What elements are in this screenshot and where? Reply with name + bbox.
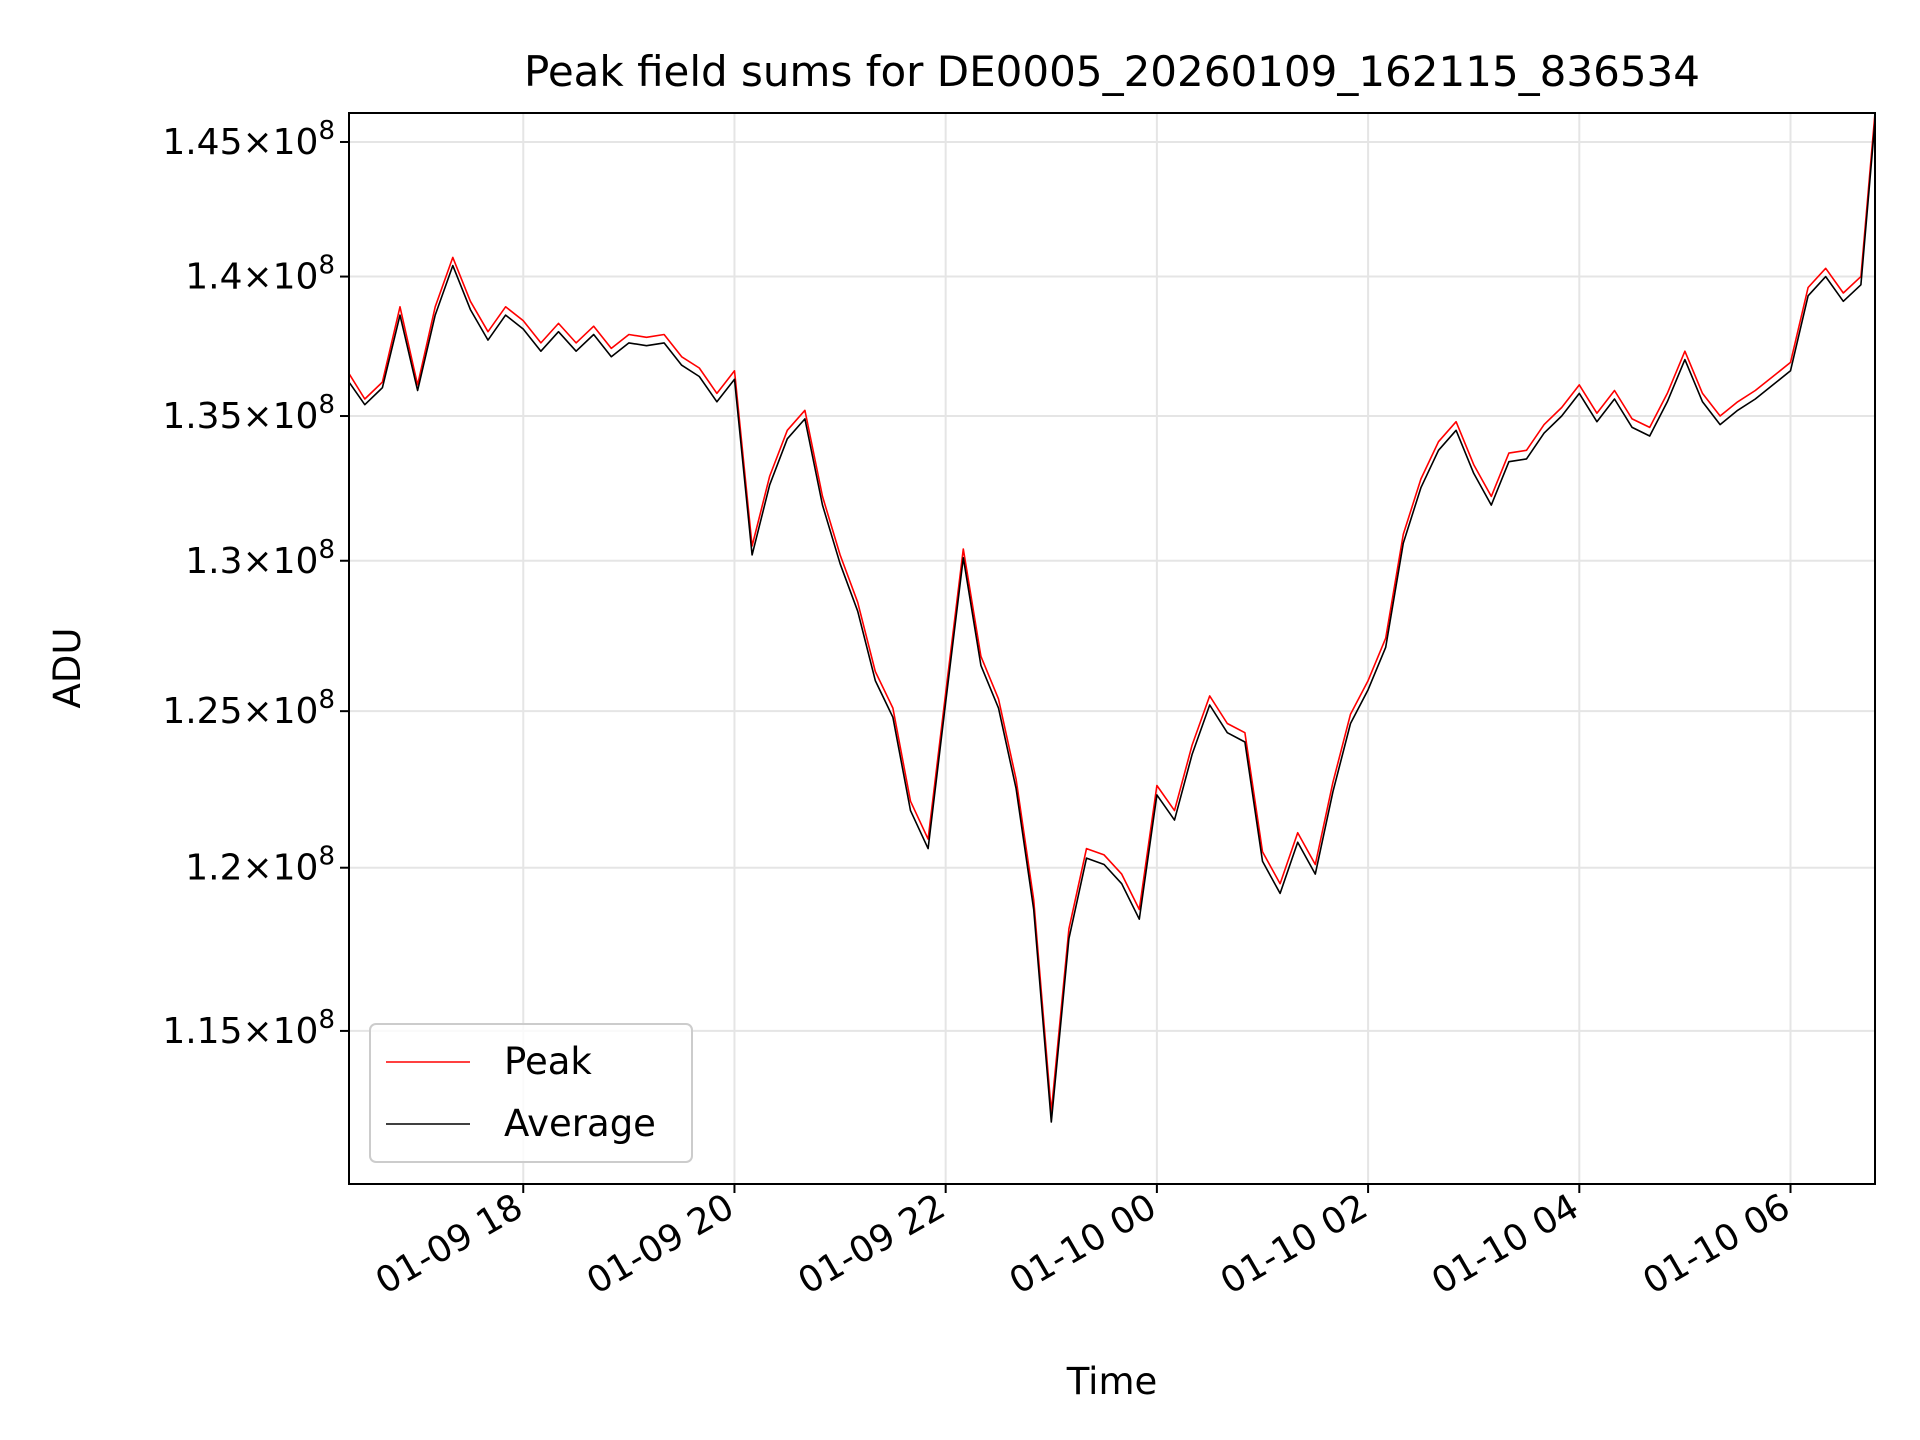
x-axis-label: Time bbox=[1066, 1360, 1158, 1403]
y-tick-label: 1.15×108 bbox=[162, 1005, 335, 1052]
y-tick-mantissa: 1.3×10 bbox=[185, 541, 318, 582]
legend: Peak Average bbox=[369, 1023, 693, 1163]
y-tick-mantissa: 1.25×10 bbox=[162, 691, 318, 732]
y-tick-mantissa: 1.2×10 bbox=[185, 848, 318, 889]
chart-title: Peak field sums for DE0005_20260109_1621… bbox=[524, 47, 1700, 96]
y-axis: 1.15×1081.2×1081.25×1081.3×1081.35×1081.… bbox=[162, 116, 349, 1052]
y-tick-exponent: 8 bbox=[318, 390, 335, 420]
y-tick-exponent: 8 bbox=[318, 1005, 335, 1035]
legend-box bbox=[369, 1023, 693, 1163]
y-tick-mantissa: 1.15×10 bbox=[162, 1011, 318, 1052]
y-tick-exponent: 8 bbox=[318, 116, 335, 146]
y-tick-mantissa: 1.45×10 bbox=[162, 122, 318, 163]
legend-label-peak: Peak bbox=[504, 1040, 592, 1083]
y-tick-label: 1.3×108 bbox=[185, 535, 335, 582]
y-tick-label: 1.2×108 bbox=[185, 842, 335, 889]
y-tick-label: 1.4×108 bbox=[185, 251, 335, 298]
y-tick-label: 1.45×108 bbox=[162, 116, 335, 163]
series-layer bbox=[348, 112, 1876, 1123]
y-tick-exponent: 8 bbox=[318, 535, 335, 565]
y-tick-label: 1.35×108 bbox=[162, 390, 335, 437]
y-tick-exponent: 8 bbox=[318, 251, 335, 281]
y-tick-exponent: 8 bbox=[318, 842, 335, 872]
plot-frame bbox=[348, 112, 1876, 1185]
series-line-average bbox=[348, 120, 1876, 1123]
series-line-peak bbox=[348, 112, 1876, 1113]
y-tick-exponent: 8 bbox=[318, 685, 335, 715]
grid bbox=[349, 113, 1875, 1184]
y-tick-mantissa: 1.35×10 bbox=[162, 396, 318, 437]
legend-label-average: Average bbox=[504, 1102, 656, 1145]
y-tick-mantissa: 1.4×10 bbox=[185, 257, 318, 298]
y-tick-label: 1.25×108 bbox=[162, 685, 335, 732]
y-axis-label: ADU bbox=[46, 628, 89, 709]
